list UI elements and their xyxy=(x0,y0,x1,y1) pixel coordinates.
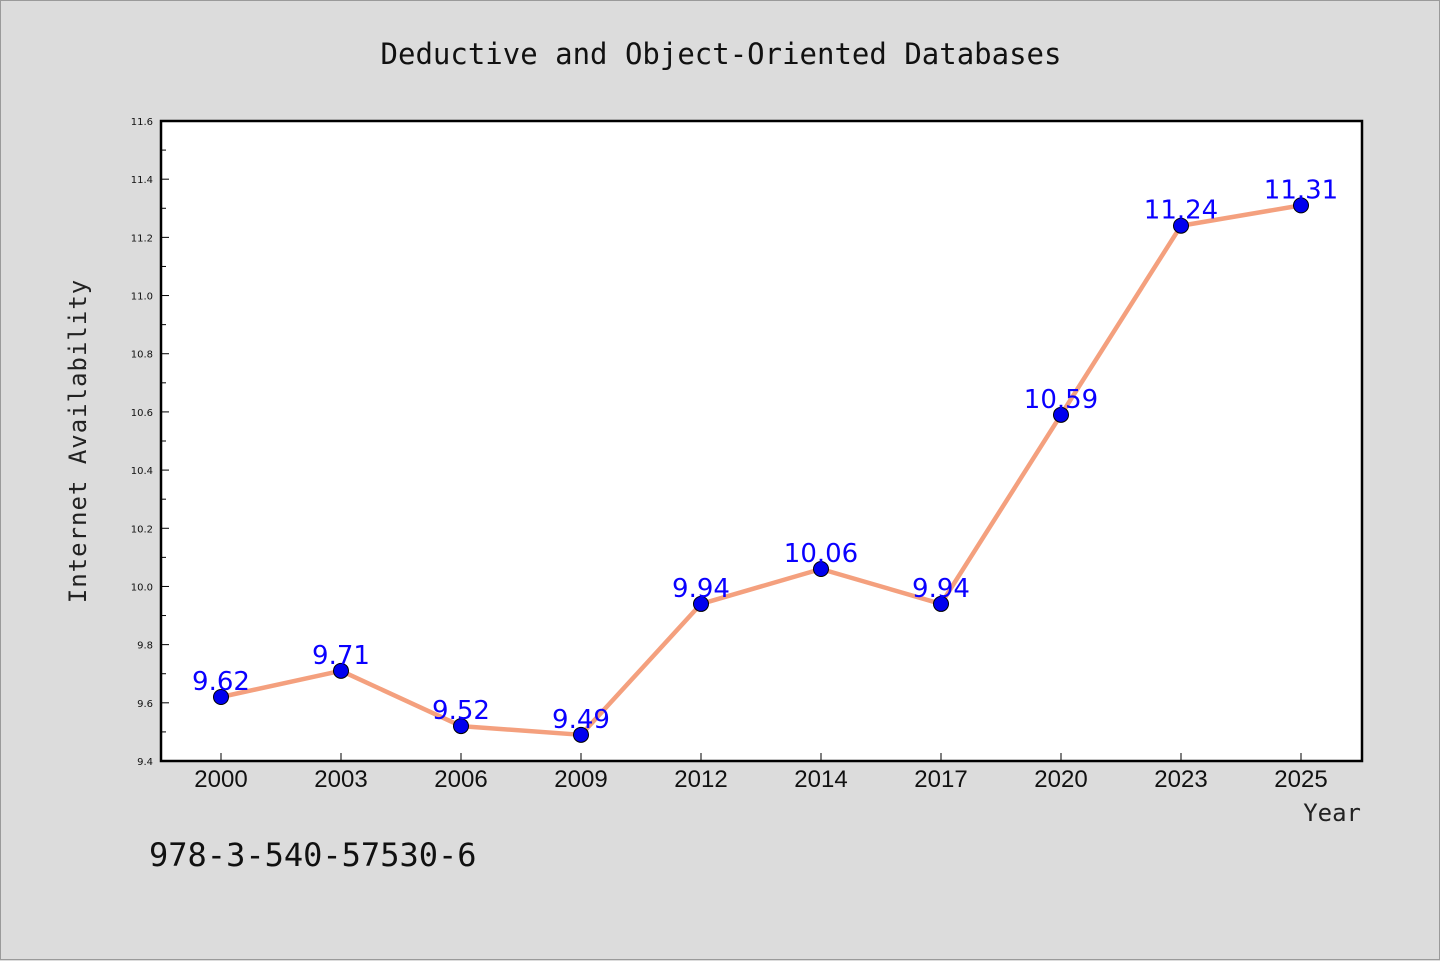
y-tick-label: 11.4 xyxy=(131,175,153,186)
data-label: 9.49 xyxy=(552,705,610,735)
data-label: 9.71 xyxy=(312,641,370,671)
data-label: 9.62 xyxy=(192,667,250,697)
x-tick-label: 2003 xyxy=(314,766,367,793)
chart-title: Deductive and Object-Oriented Databases xyxy=(381,37,1062,71)
data-label: 9.94 xyxy=(672,574,730,604)
data-point xyxy=(1173,217,1189,234)
series-markers xyxy=(213,197,1309,743)
y-tick-label: 10.6 xyxy=(131,408,153,419)
y-tick-label: 10.2 xyxy=(131,524,153,535)
y-tick-label: 9.8 xyxy=(137,641,153,652)
data-point xyxy=(333,662,349,679)
series-line xyxy=(220,203,1302,738)
x-tick-label: 2017 xyxy=(914,766,967,793)
data-point xyxy=(933,595,949,612)
x-tick-label: 2020 xyxy=(1034,766,1087,793)
data-labels: 9.62 9.71 9.52 9.49 9.94 10.06 9.94 10.59 11.24 1… xyxy=(192,175,1338,734)
y-axis: 9.4 9.6 9.8 10.0 10.2 10.4 10.6 10.8 11.0 11.2 11.… xyxy=(131,117,169,768)
data-point xyxy=(573,726,589,743)
y-tick-label: 11.2 xyxy=(131,233,153,244)
y-tick-label: 9.4 xyxy=(137,757,153,768)
y-tick-label: 11.0 xyxy=(131,292,153,303)
x-tick-label: 2025 xyxy=(1274,766,1327,793)
x-axis: 2000 2003 2006 2009 2012 2014 2017 2020 2023 2025 xyxy=(194,753,1328,793)
data-point xyxy=(1053,406,1069,423)
data-label: 10.06 xyxy=(784,539,858,569)
x-tick-label: 2023 xyxy=(1154,766,1207,793)
x-tick-label: 2012 xyxy=(674,766,727,793)
data-point xyxy=(1293,197,1309,214)
y-tick-label: 10.4 xyxy=(131,466,153,477)
x-tick-label: 2000 xyxy=(194,766,247,793)
x-tick-label: 2006 xyxy=(434,766,487,793)
y-tick-label: 10.0 xyxy=(131,582,153,593)
y-tick-label: 10.8 xyxy=(131,350,153,361)
y-tick-label: 11.6 xyxy=(131,117,153,128)
data-label: 9.52 xyxy=(432,696,490,726)
plot-area xyxy=(159,119,1364,763)
x-tick-label: 2009 xyxy=(554,766,607,793)
isbn-annotation: 978-3-540-57530-6 xyxy=(149,836,477,874)
data-point xyxy=(813,561,829,577)
y-axis-label: Internet Availability xyxy=(64,279,92,603)
data-label: 10.59 xyxy=(1024,385,1098,415)
x-tick-label: 2014 xyxy=(794,766,847,793)
data-point xyxy=(453,718,469,735)
data-label: 9.94 xyxy=(912,574,970,604)
data-label: 11.31 xyxy=(1264,175,1338,205)
data-point xyxy=(693,595,709,612)
y-tick-label: 9.6 xyxy=(137,699,153,710)
data-label: 11.24 xyxy=(1144,196,1218,226)
x-axis-label: Year xyxy=(1303,799,1361,827)
data-point xyxy=(213,689,229,705)
